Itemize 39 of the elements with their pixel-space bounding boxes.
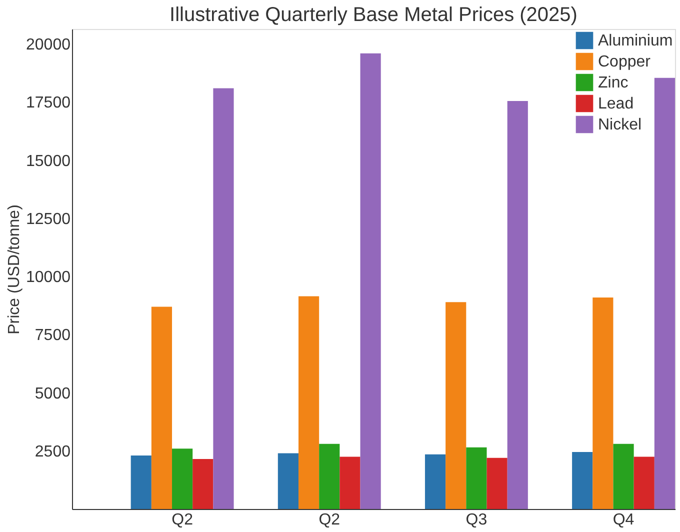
y-tick-label: 12500 [26, 210, 71, 228]
x-tick-label: Q3 [466, 512, 488, 528]
legend-label: Lead [598, 96, 634, 112]
chart-title: Illustrative Quarterly Base Metal Prices (2025) [170, 4, 578, 26]
x-tick-label: Q4 [612, 512, 634, 528]
bar [172, 448, 193, 509]
y-tick-label: 2500 [34, 443, 71, 460]
legend-label: Nickel [598, 116, 642, 134]
y-tick-label: 20000 [26, 36, 71, 54]
y-axis-title: Price (USD/tonne) [6, 204, 24, 334]
bar [340, 456, 360, 509]
y-tick-label: 15000 [26, 152, 71, 170]
x-tick-label: Q2 [318, 512, 340, 528]
bar [446, 302, 466, 509]
bar [424, 454, 446, 509]
bar [572, 452, 593, 509]
bar [151, 306, 172, 509]
legend-label: Copper [598, 54, 652, 70]
bar [486, 458, 508, 509]
bar [592, 297, 614, 509]
y-tick-label: 5000 [34, 385, 71, 402]
legend-label: Aluminium [598, 32, 673, 50]
bar [507, 101, 528, 509]
bar [213, 88, 234, 509]
bar [654, 78, 675, 509]
y-tick-label: 17500 [26, 94, 71, 112]
bar [192, 459, 214, 509]
bar [319, 444, 340, 509]
bar [634, 456, 654, 509]
y-tick-label: 7500 [34, 327, 71, 344]
bar [278, 453, 298, 509]
bar [613, 444, 634, 509]
bar [298, 296, 320, 509]
x-tick-label: Q2 [172, 512, 194, 528]
y-tick-label: 10000 [26, 269, 71, 286]
legend-label: Zinc [598, 74, 628, 92]
bar [466, 447, 487, 509]
bar [360, 53, 381, 509]
bar [130, 456, 152, 509]
